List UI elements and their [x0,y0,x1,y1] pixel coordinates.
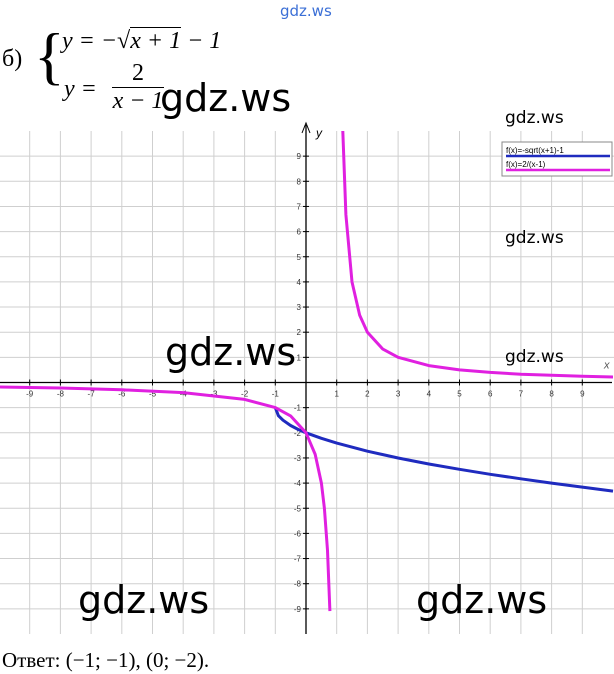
watermark: gdz.ws [165,330,297,374]
y-tick-label: -3 [294,454,302,463]
x-tick-label: -8 [57,390,65,399]
legend-label: f(x)=-sqrt(x+1)-1 [506,146,564,155]
x-tick-label: 5 [457,390,462,399]
x-tick-label: -6 [118,390,126,399]
y-tick-label: 5 [297,253,302,262]
y-axis-label: y [315,126,323,140]
watermark: gdz.ws [505,347,564,367]
x-tick-label: 6 [488,390,493,399]
x-tick-label: 2 [365,390,370,399]
y-tick-label: 3 [297,303,302,312]
watermark: gdz.ws [160,76,292,120]
y-tick-label: -4 [294,479,302,488]
equation-1: y = −√x + 1 − 1 [62,27,222,55]
x-tick-label: 7 [519,390,524,399]
y-tick-label: 7 [297,202,302,211]
y-tick-label: -2 [294,429,302,438]
watermark: gdz.ws [280,2,332,20]
x-tick-label: -2 [241,390,249,399]
y-tick-label: 2 [297,328,302,337]
denominator: x − 1 [112,87,164,114]
x-tick-label: -5 [149,390,157,399]
watermark: gdz.ws [78,578,210,622]
x-tick-label: -3 [210,390,218,399]
x-axis-label: x [603,360,610,372]
y-tick-label: 1 [297,353,302,362]
x-tick-label: 4 [427,390,432,399]
x-tick-label: 9 [580,390,585,399]
problem-label: б) [2,46,23,72]
numerator: 2 [132,60,144,86]
watermark: gdz.ws [416,578,548,622]
x-tick-label: 8 [549,390,554,399]
series-line [0,131,614,612]
watermark: gdz.ws [505,228,564,248]
y-tick-label: 4 [297,278,302,287]
x-tick-label: -7 [88,390,96,399]
y-tick-label: 6 [297,228,302,237]
y-tick-label: -9 [294,605,302,614]
y-arrow [301,121,311,134]
y-tick-label: -8 [294,580,302,589]
legend-label: f(x)=2/(x-1) [506,160,546,169]
brace: { [34,20,65,91]
eq-part: y = −√ [62,28,131,54]
eq2-left: y = [64,76,97,102]
eq-part: − 1 [181,28,222,54]
y-tick-label: -6 [294,529,302,538]
y-tick-label: 9 [297,152,302,161]
y-tick-label: -1 [294,404,302,413]
y-tick-label: -7 [294,555,302,564]
watermark: gdz.ws [505,108,564,128]
answer: Ответ: (−1; −1), (0; −2). [2,648,210,672]
y-tick-label: -5 [294,504,302,513]
x-tick-label: -9 [26,390,34,399]
y-tick-label: 8 [297,177,302,186]
x-tick-label: 3 [396,390,401,399]
radicand: x + 1 [130,27,182,54]
series-line [273,407,614,493]
x-tick-label: 1 [334,390,339,399]
x-tick-label: -1 [272,390,280,399]
